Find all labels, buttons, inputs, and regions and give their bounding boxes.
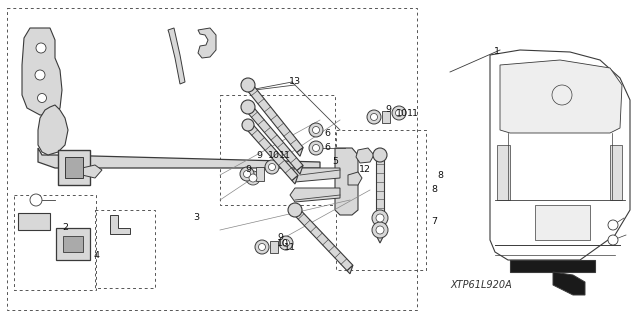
Circle shape xyxy=(376,226,384,234)
Polygon shape xyxy=(376,235,384,243)
Polygon shape xyxy=(198,28,216,58)
Polygon shape xyxy=(63,236,83,252)
Polygon shape xyxy=(18,213,50,230)
Polygon shape xyxy=(38,105,68,155)
Text: 10: 10 xyxy=(396,108,408,117)
Circle shape xyxy=(608,220,618,230)
Text: 6: 6 xyxy=(324,144,330,152)
Polygon shape xyxy=(168,28,185,84)
Circle shape xyxy=(373,148,387,162)
Polygon shape xyxy=(535,205,590,240)
Circle shape xyxy=(255,240,269,254)
Polygon shape xyxy=(382,111,390,123)
Circle shape xyxy=(259,243,266,250)
Polygon shape xyxy=(82,165,102,178)
Polygon shape xyxy=(510,260,595,272)
Polygon shape xyxy=(290,168,340,182)
Polygon shape xyxy=(292,207,353,271)
Polygon shape xyxy=(22,28,62,115)
Text: 3: 3 xyxy=(193,213,199,222)
Circle shape xyxy=(312,127,319,133)
Text: XTP61L920A: XTP61L920A xyxy=(450,280,512,290)
Polygon shape xyxy=(348,172,362,185)
Text: 9: 9 xyxy=(277,234,283,242)
Polygon shape xyxy=(245,122,298,181)
Polygon shape xyxy=(245,83,303,152)
Circle shape xyxy=(265,160,279,174)
Polygon shape xyxy=(110,215,130,234)
Polygon shape xyxy=(553,272,585,295)
Circle shape xyxy=(392,106,406,120)
Polygon shape xyxy=(335,148,358,215)
Text: 6: 6 xyxy=(324,129,330,137)
Polygon shape xyxy=(58,150,90,185)
Circle shape xyxy=(241,78,255,92)
Circle shape xyxy=(241,100,255,114)
Circle shape xyxy=(249,174,257,182)
Circle shape xyxy=(30,194,42,206)
Circle shape xyxy=(608,235,618,245)
Polygon shape xyxy=(297,147,303,156)
Text: 10: 10 xyxy=(268,151,280,160)
Circle shape xyxy=(312,145,319,152)
Polygon shape xyxy=(347,265,353,274)
Text: 11: 11 xyxy=(407,108,419,117)
Text: 2: 2 xyxy=(62,224,68,233)
Circle shape xyxy=(35,70,45,80)
Polygon shape xyxy=(356,148,374,163)
Circle shape xyxy=(376,214,384,222)
Circle shape xyxy=(246,171,260,185)
Circle shape xyxy=(372,222,388,238)
Polygon shape xyxy=(500,60,622,133)
Polygon shape xyxy=(610,145,622,200)
Text: 11: 11 xyxy=(279,151,291,160)
Polygon shape xyxy=(245,104,303,171)
Circle shape xyxy=(36,43,46,53)
Polygon shape xyxy=(38,148,320,168)
Text: 1: 1 xyxy=(494,48,500,56)
Circle shape xyxy=(372,210,388,226)
Text: 9: 9 xyxy=(245,166,251,174)
Text: 9: 9 xyxy=(256,151,262,160)
Polygon shape xyxy=(256,167,264,181)
Text: 11: 11 xyxy=(284,243,296,253)
Circle shape xyxy=(288,203,302,217)
Circle shape xyxy=(269,164,275,170)
Text: 4: 4 xyxy=(93,251,99,261)
Text: 8: 8 xyxy=(431,186,437,195)
Circle shape xyxy=(243,170,250,177)
Polygon shape xyxy=(65,157,83,178)
Circle shape xyxy=(242,119,254,131)
Polygon shape xyxy=(270,241,278,253)
Circle shape xyxy=(38,93,47,102)
Circle shape xyxy=(282,240,289,247)
Polygon shape xyxy=(297,166,303,174)
Circle shape xyxy=(371,114,378,121)
Polygon shape xyxy=(56,228,90,260)
Circle shape xyxy=(309,141,323,155)
Circle shape xyxy=(309,123,323,137)
Text: 13: 13 xyxy=(289,78,301,86)
Polygon shape xyxy=(490,50,630,260)
Polygon shape xyxy=(292,175,298,184)
Polygon shape xyxy=(497,145,510,200)
Circle shape xyxy=(240,167,254,181)
Circle shape xyxy=(396,109,403,116)
Circle shape xyxy=(552,85,572,105)
Text: 10: 10 xyxy=(277,240,289,249)
Text: 8: 8 xyxy=(437,170,443,180)
Text: 9: 9 xyxy=(385,106,391,115)
Circle shape xyxy=(367,110,381,124)
Circle shape xyxy=(279,236,293,250)
Polygon shape xyxy=(376,155,384,235)
Text: 7: 7 xyxy=(431,218,437,226)
Text: 5: 5 xyxy=(332,158,338,167)
Polygon shape xyxy=(290,188,340,202)
Text: 12: 12 xyxy=(359,166,371,174)
